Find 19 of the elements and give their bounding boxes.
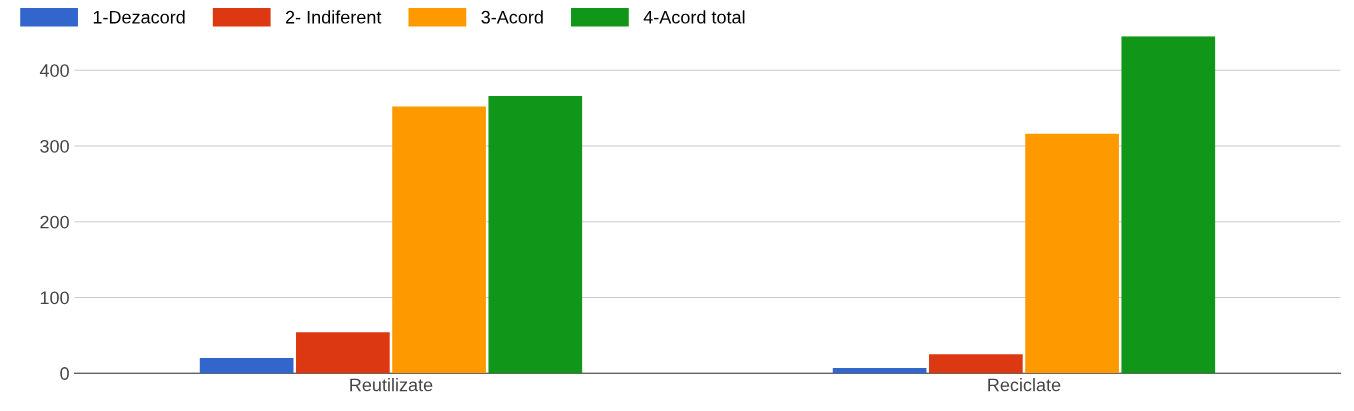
bar (1025, 133, 1119, 374)
legend-label: 4-Acord total (643, 10, 745, 24)
bar (1121, 36, 1216, 374)
y-tick-label: 0 (60, 367, 69, 380)
x-tick-label: Reutilizate (350, 378, 433, 392)
bar (929, 354, 1023, 374)
bar (296, 332, 390, 374)
x-tick-label: Reciclate (988, 378, 1061, 392)
y-tick-label: 100 (40, 291, 69, 305)
legend-label: 3-Acord (481, 10, 543, 24)
bar (488, 96, 583, 374)
y-tick-label: 400 (39, 64, 69, 77)
bar (199, 358, 294, 374)
bar (392, 106, 486, 374)
y-tick-label: 300 (40, 139, 69, 153)
y-tick-label: 200 (40, 215, 69, 229)
legend-label: 1-Dezacord (93, 10, 185, 24)
bar (832, 367, 927, 374)
legend-label: 2- Indiferent (285, 10, 382, 24)
